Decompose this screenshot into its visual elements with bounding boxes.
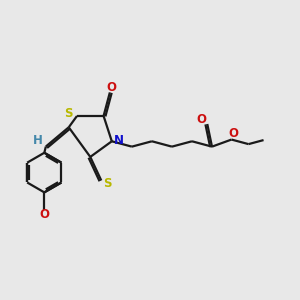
Text: N: N (114, 134, 124, 146)
Text: O: O (196, 113, 207, 126)
Text: H: H (33, 134, 43, 147)
Text: S: S (64, 107, 72, 120)
Text: O: O (106, 82, 116, 94)
Text: O: O (228, 128, 238, 140)
Text: O: O (39, 208, 49, 221)
Text: S: S (103, 176, 111, 190)
